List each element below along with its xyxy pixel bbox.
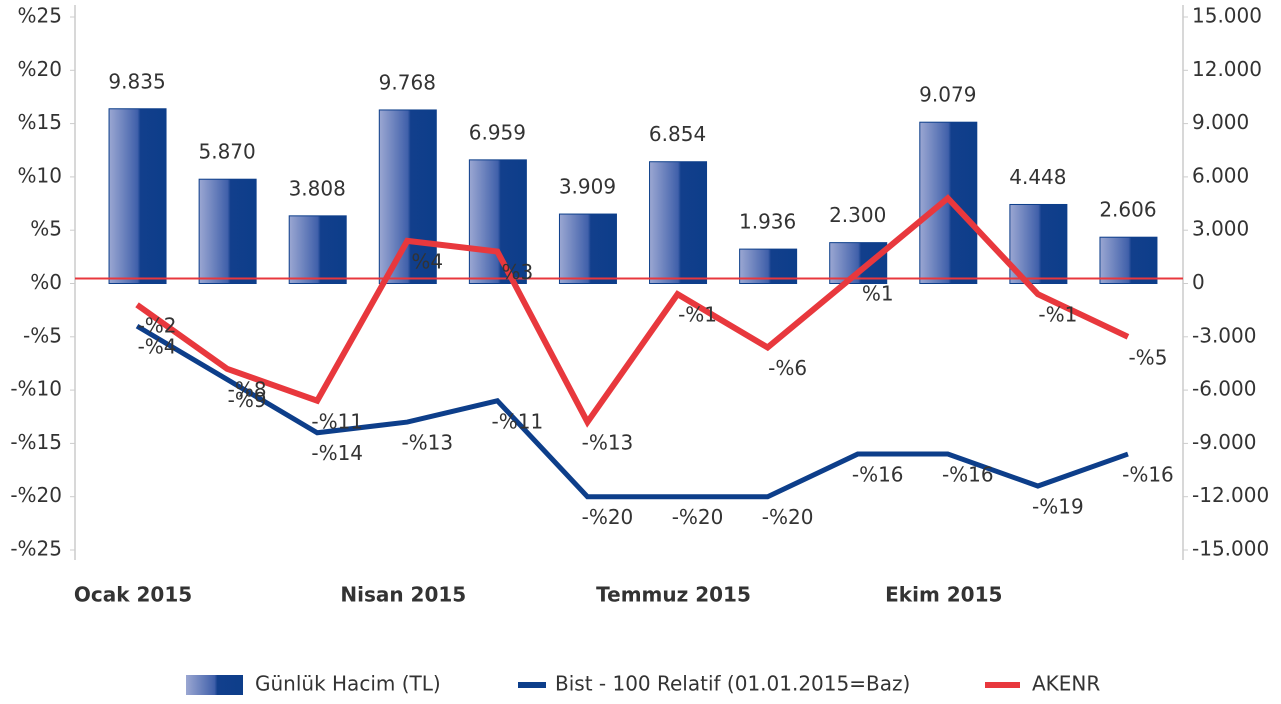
bar [919,121,978,285]
bar-value-label: 1.936 [739,210,796,234]
line-value-label: -%19 [1032,495,1084,519]
bar [198,178,257,285]
line-value-label: -%13 [582,431,634,455]
line-value-label: -%2 [138,313,177,337]
y2-tick-label: 0 [1192,270,1205,294]
y2-tick-label: -3.000 [1192,323,1256,347]
line-value-label: -%20 [762,505,814,529]
x-tick-label: Temmuz 2015 [596,583,751,607]
bar-value-label: 9.079 [919,83,976,107]
line-value-label: -%11 [492,409,544,433]
bar-value-label: 9.768 [379,70,436,94]
bar-value-label: 2.300 [829,203,886,227]
bar-value-label: 3.909 [559,175,616,199]
y2-tick-label: -6.000 [1192,377,1256,401]
bar-value-label: 9.835 [108,69,165,93]
y-tick-label: %20 [18,57,62,81]
line-value-label: %1 [862,281,894,305]
line-value-label: -%16 [942,463,994,487]
bar-value-label: 5.870 [198,140,255,164]
legend-label: AKENR [1032,672,1100,696]
line-value-label: -%14 [311,441,363,465]
bar-value-label: 6.959 [469,120,526,144]
y-tick-label: %10 [18,163,62,187]
y2-tick-label: -12.000 [1192,483,1269,507]
legend-label: Günlük Hacim (TL) [255,672,441,696]
line-value-label: -%5 [1128,345,1167,369]
y-tick-label: -%10 [10,377,62,401]
legend-label: Bist - 100 Relatif (01.01.2015=Baz) [555,672,910,696]
bar [829,242,888,285]
y-tick-label: -%25 [10,537,62,561]
y2-tick-label: 12.000 [1192,57,1262,81]
y-tick-label: -%5 [23,323,62,347]
line-value-label: -%8 [228,377,267,401]
y2-tick-label: -9.000 [1192,430,1256,454]
line-value-label: -%1 [678,303,717,327]
line-value-label: -%1 [1038,303,1077,327]
y2-tick-label: 15.000 [1192,4,1262,28]
line-value-label: -%4 [138,335,177,359]
bar-value-label: 4.448 [1009,165,1066,189]
y-tick-label: -%15 [10,430,62,454]
bar-value-label: 2.606 [1099,198,1156,222]
bar [468,159,527,285]
y-tick-label: %25 [18,4,62,28]
y2-tick-label: 6.000 [1192,163,1249,187]
x-tick-label: Ocak 2015 [74,583,192,607]
x-tick-label: Nisan 2015 [340,583,466,607]
y-tick-label: %5 [30,217,62,241]
bar [288,215,347,284]
legend-swatch [186,675,243,695]
y2-tick-label: 3.000 [1192,217,1249,241]
line-value-label: -%20 [582,505,634,529]
line-value-label: -%16 [852,463,904,487]
bar-value-label: 6.854 [649,122,706,146]
bar [108,108,167,284]
line-value-label: %4 [411,249,443,273]
line-series [135,323,1129,500]
line-value-label: %3 [502,260,534,284]
y2-tick-label: 9.000 [1192,110,1249,134]
bar [558,213,617,284]
y-tick-label: %15 [18,110,62,134]
line-value-label: -%9 [228,388,267,412]
bar-value-label: 3.808 [289,176,346,200]
y-tick-label: -%20 [10,483,62,507]
bar [378,109,437,284]
line-value-label: -%16 [1122,463,1174,487]
bar [649,161,708,284]
line-value-label: -%11 [311,409,363,433]
bar [1099,236,1158,285]
line-value-label: -%13 [401,431,453,455]
line-value-label: -%6 [768,356,807,380]
line-series [135,194,1130,428]
y-tick-label: %0 [30,270,62,294]
line-value-label: -%20 [672,505,724,529]
y2-tick-label: -15.000 [1192,537,1269,561]
x-tick-label: Ekim 2015 [885,583,1002,607]
